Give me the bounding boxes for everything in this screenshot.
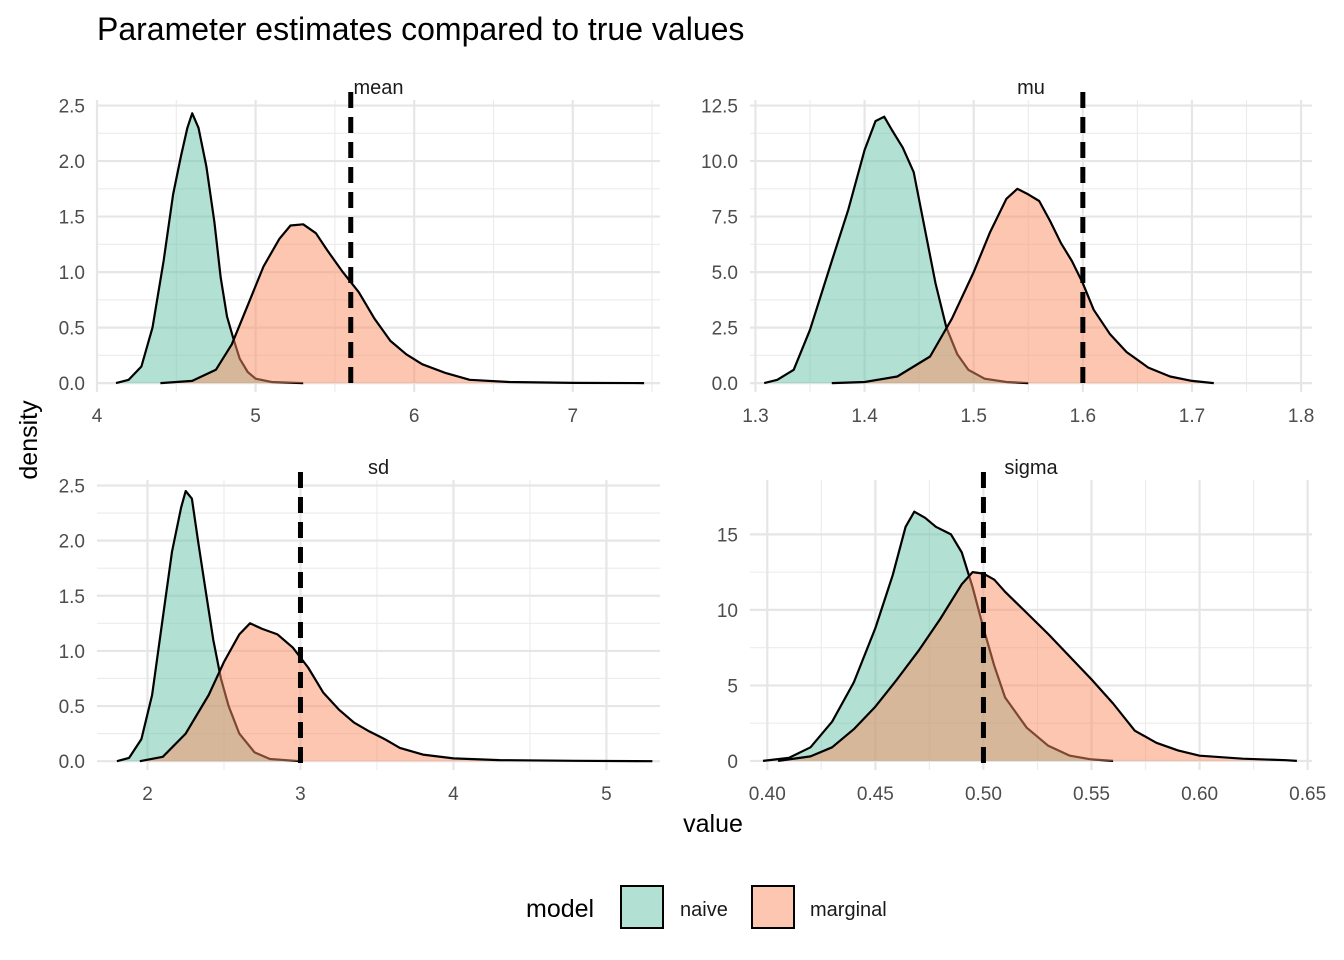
y-tick-label: 1.0 [59,263,85,284]
density-outline-marginal [160,223,645,385]
y-tick-label: 0 [727,752,738,773]
density-area-naive [764,116,1029,384]
y-tick-label: 12.5 [701,97,738,118]
facet-strip-label: mean [353,77,403,99]
legend-label-marginal: marginal [810,899,887,921]
y-axis-title: density [15,400,43,480]
facet-strip-label: sd [368,457,389,479]
y-tick-label: 5.0 [712,263,738,284]
x-tick-label: 0.50 [965,784,1002,805]
y-tick-label: 5 [727,676,738,697]
x-tick-label: 1.6 [1070,406,1096,427]
density-area-marginal [160,224,645,384]
y-tick-label: 2.5 [712,319,738,340]
y-tick-label: 2.0 [59,152,85,173]
density-area-marginal [139,623,653,762]
x-tick-label: 2 [142,784,153,805]
y-tick-label: 2.5 [59,97,85,118]
y-tick-label: 7.5 [712,208,738,229]
x-tick-label: 0.60 [1181,784,1218,805]
x-tick-label: 4 [92,406,103,427]
y-tick-label: 0.0 [712,374,738,395]
y-tick-label: 10.0 [701,152,738,173]
panel-mean: 4 5 6 7 0.0 0.5 1.0 1.5 2.0 2.5 mean [59,77,660,427]
density-area-naive [116,113,304,384]
legend-key-marginal [751,885,795,929]
y-tick-label: 1.5 [59,208,85,229]
y-tick-label: 0.5 [59,319,85,340]
facet-strip-label: sigma [1004,457,1058,479]
density-area-naive [116,491,301,762]
x-tick-label: 4 [448,784,459,805]
panel-sigma: 0.40 0.45 0.50 0.55 0.60 0.65 0 5 10 15 sigma [717,457,1326,805]
x-tick-label: 1.7 [1179,406,1205,427]
y-tick-label: 10 [717,601,738,622]
legend-title: model [526,895,594,923]
y-tick-label: 0.0 [59,752,85,773]
y-tick-label: 0.5 [59,697,85,718]
density-area-marginal [831,188,1214,384]
panel-sd: 2 3 4 5 0.0 0.5 1.0 1.5 2.0 2.5 sd [59,457,660,805]
x-tick-label: 5 [601,784,612,805]
facet-strip-label: mu [1017,77,1045,99]
legend-key-naive [620,885,664,929]
legend: model naive marginal [526,885,887,929]
chart-title: Parameter estimates compared to true val… [97,11,744,47]
y-tick-label: 1.0 [59,642,85,663]
legend-label-naive: naive [680,899,728,921]
x-tick-label: 1.5 [960,406,986,427]
x-tick-label: 1.4 [851,406,878,427]
density-outline-marginal [777,571,1297,762]
x-tick-label: 0.40 [749,784,786,805]
density-outline-marginal [139,622,653,763]
x-tick-label: 5 [250,406,261,427]
x-tick-label: 1.8 [1288,406,1314,427]
y-tick-label: 2.5 [59,477,85,498]
density-outline-marginal [831,187,1214,385]
x-tick-label: 0.65 [1289,784,1326,805]
x-tick-label: 1.3 [742,406,768,427]
x-tick-label: 3 [295,784,306,805]
y-tick-label: 2.0 [59,532,85,553]
x-tick-label: 0.45 [857,784,894,805]
y-tick-label: 1.5 [59,587,85,608]
x-tick-label: 7 [567,406,578,427]
y-tick-label: 15 [717,525,738,546]
x-tick-label: 0.55 [1073,784,1110,805]
density-area-marginal [778,572,1297,761]
x-axis-title: value [683,810,743,838]
y-tick-label: 0.0 [59,374,85,395]
x-tick-label: 6 [409,406,420,427]
panel-mu: 1.3 1.4 1.5 1.6 1.7 1.8 0.0 2.5 5.0 7.5 10.0 12.5 mu [701,77,1314,427]
